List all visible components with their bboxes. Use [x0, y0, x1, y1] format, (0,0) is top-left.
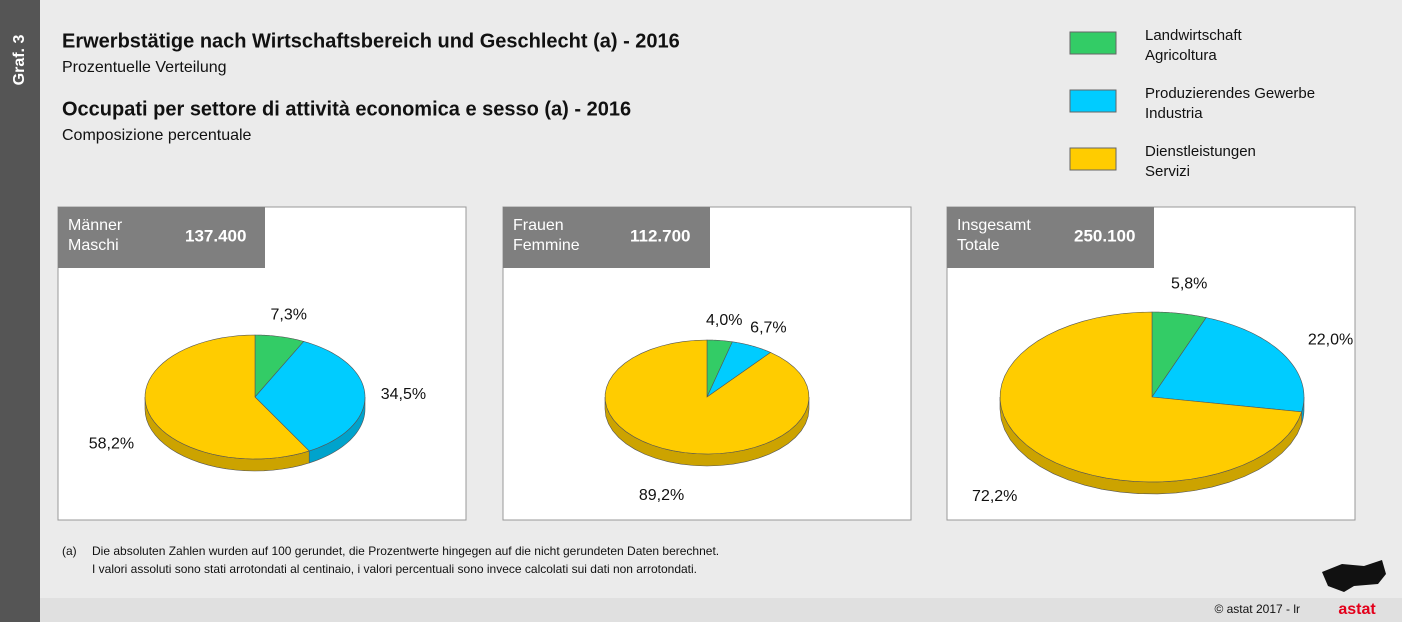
pie-label: 22,0% — [1308, 332, 1353, 349]
pie-slice — [254, 334, 305, 398]
copyright: © astat 2017 - lr — [1214, 602, 1300, 616]
legend-label: Produzierendes Gewerbe — [1145, 85, 1315, 102]
pie-label: 6,7% — [750, 319, 786, 336]
pie-label: 89,2% — [639, 487, 684, 504]
footer-band — [40, 598, 1402, 622]
pie-label: 5,8% — [1171, 275, 1207, 292]
legend-label: Agricoltura — [1145, 47, 1217, 64]
pie-slice — [254, 341, 366, 452]
pie-label: 72,2% — [972, 488, 1017, 505]
side-strip — [0, 0, 40, 622]
legend-swatch — [1069, 89, 1117, 113]
panel-total: 250.100 — [1074, 226, 1135, 245]
panel-title: Frauen — [513, 217, 564, 234]
pie-slice — [1151, 317, 1305, 413]
subtitle-de: Prozentuelle Verteilung — [62, 59, 227, 76]
logo: astat — [1338, 601, 1376, 618]
legend-swatch — [1069, 31, 1117, 55]
panel-total: 137.400 — [185, 226, 246, 245]
panel-title: Femmine — [513, 237, 580, 254]
legend-label: Landwirtschaft — [1145, 27, 1243, 44]
panel-title: Insgesamt — [957, 217, 1031, 234]
panel-title: Totale — [957, 237, 1000, 254]
title-it: Occupati per settore di attività economi… — [62, 98, 631, 120]
pie-slice — [144, 334, 310, 460]
legend-label: Industria — [1145, 105, 1203, 122]
logo-shape — [1322, 560, 1386, 592]
legend-swatch — [1069, 147, 1117, 171]
footnote-line: Die absoluten Zahlen wurden auf 100 geru… — [92, 544, 719, 558]
panel-header — [947, 207, 1154, 268]
legend-label: Dienstleistungen — [1145, 143, 1256, 160]
pie-label: 34,5% — [381, 386, 426, 403]
footnote-line: I valori assoluti sono stati arrotondati… — [92, 562, 697, 576]
pie-slice — [1151, 311, 1207, 398]
title-de: Erwerbstätige nach Wirtschaftsbereich un… — [62, 30, 680, 52]
panel-title: Maschi — [68, 237, 119, 254]
pie-slice — [604, 339, 810, 455]
footnote-marker: (a) — [62, 544, 77, 558]
legend-label: Servizi — [1145, 163, 1190, 180]
panel-header — [503, 207, 710, 268]
pie-label: 7,3% — [271, 307, 307, 324]
pie-label: 4,0% — [706, 312, 742, 329]
panel-header — [58, 207, 265, 268]
pie-label: 58,2% — [89, 436, 134, 453]
subtitle-it: Composizione percentuale — [62, 127, 252, 144]
pie-slice — [999, 311, 1303, 483]
graf-label: Graf. 3 — [11, 35, 28, 86]
pie-slice — [706, 341, 772, 398]
panel-total: 112.700 — [630, 226, 691, 245]
panel-title: Männer — [68, 217, 123, 234]
